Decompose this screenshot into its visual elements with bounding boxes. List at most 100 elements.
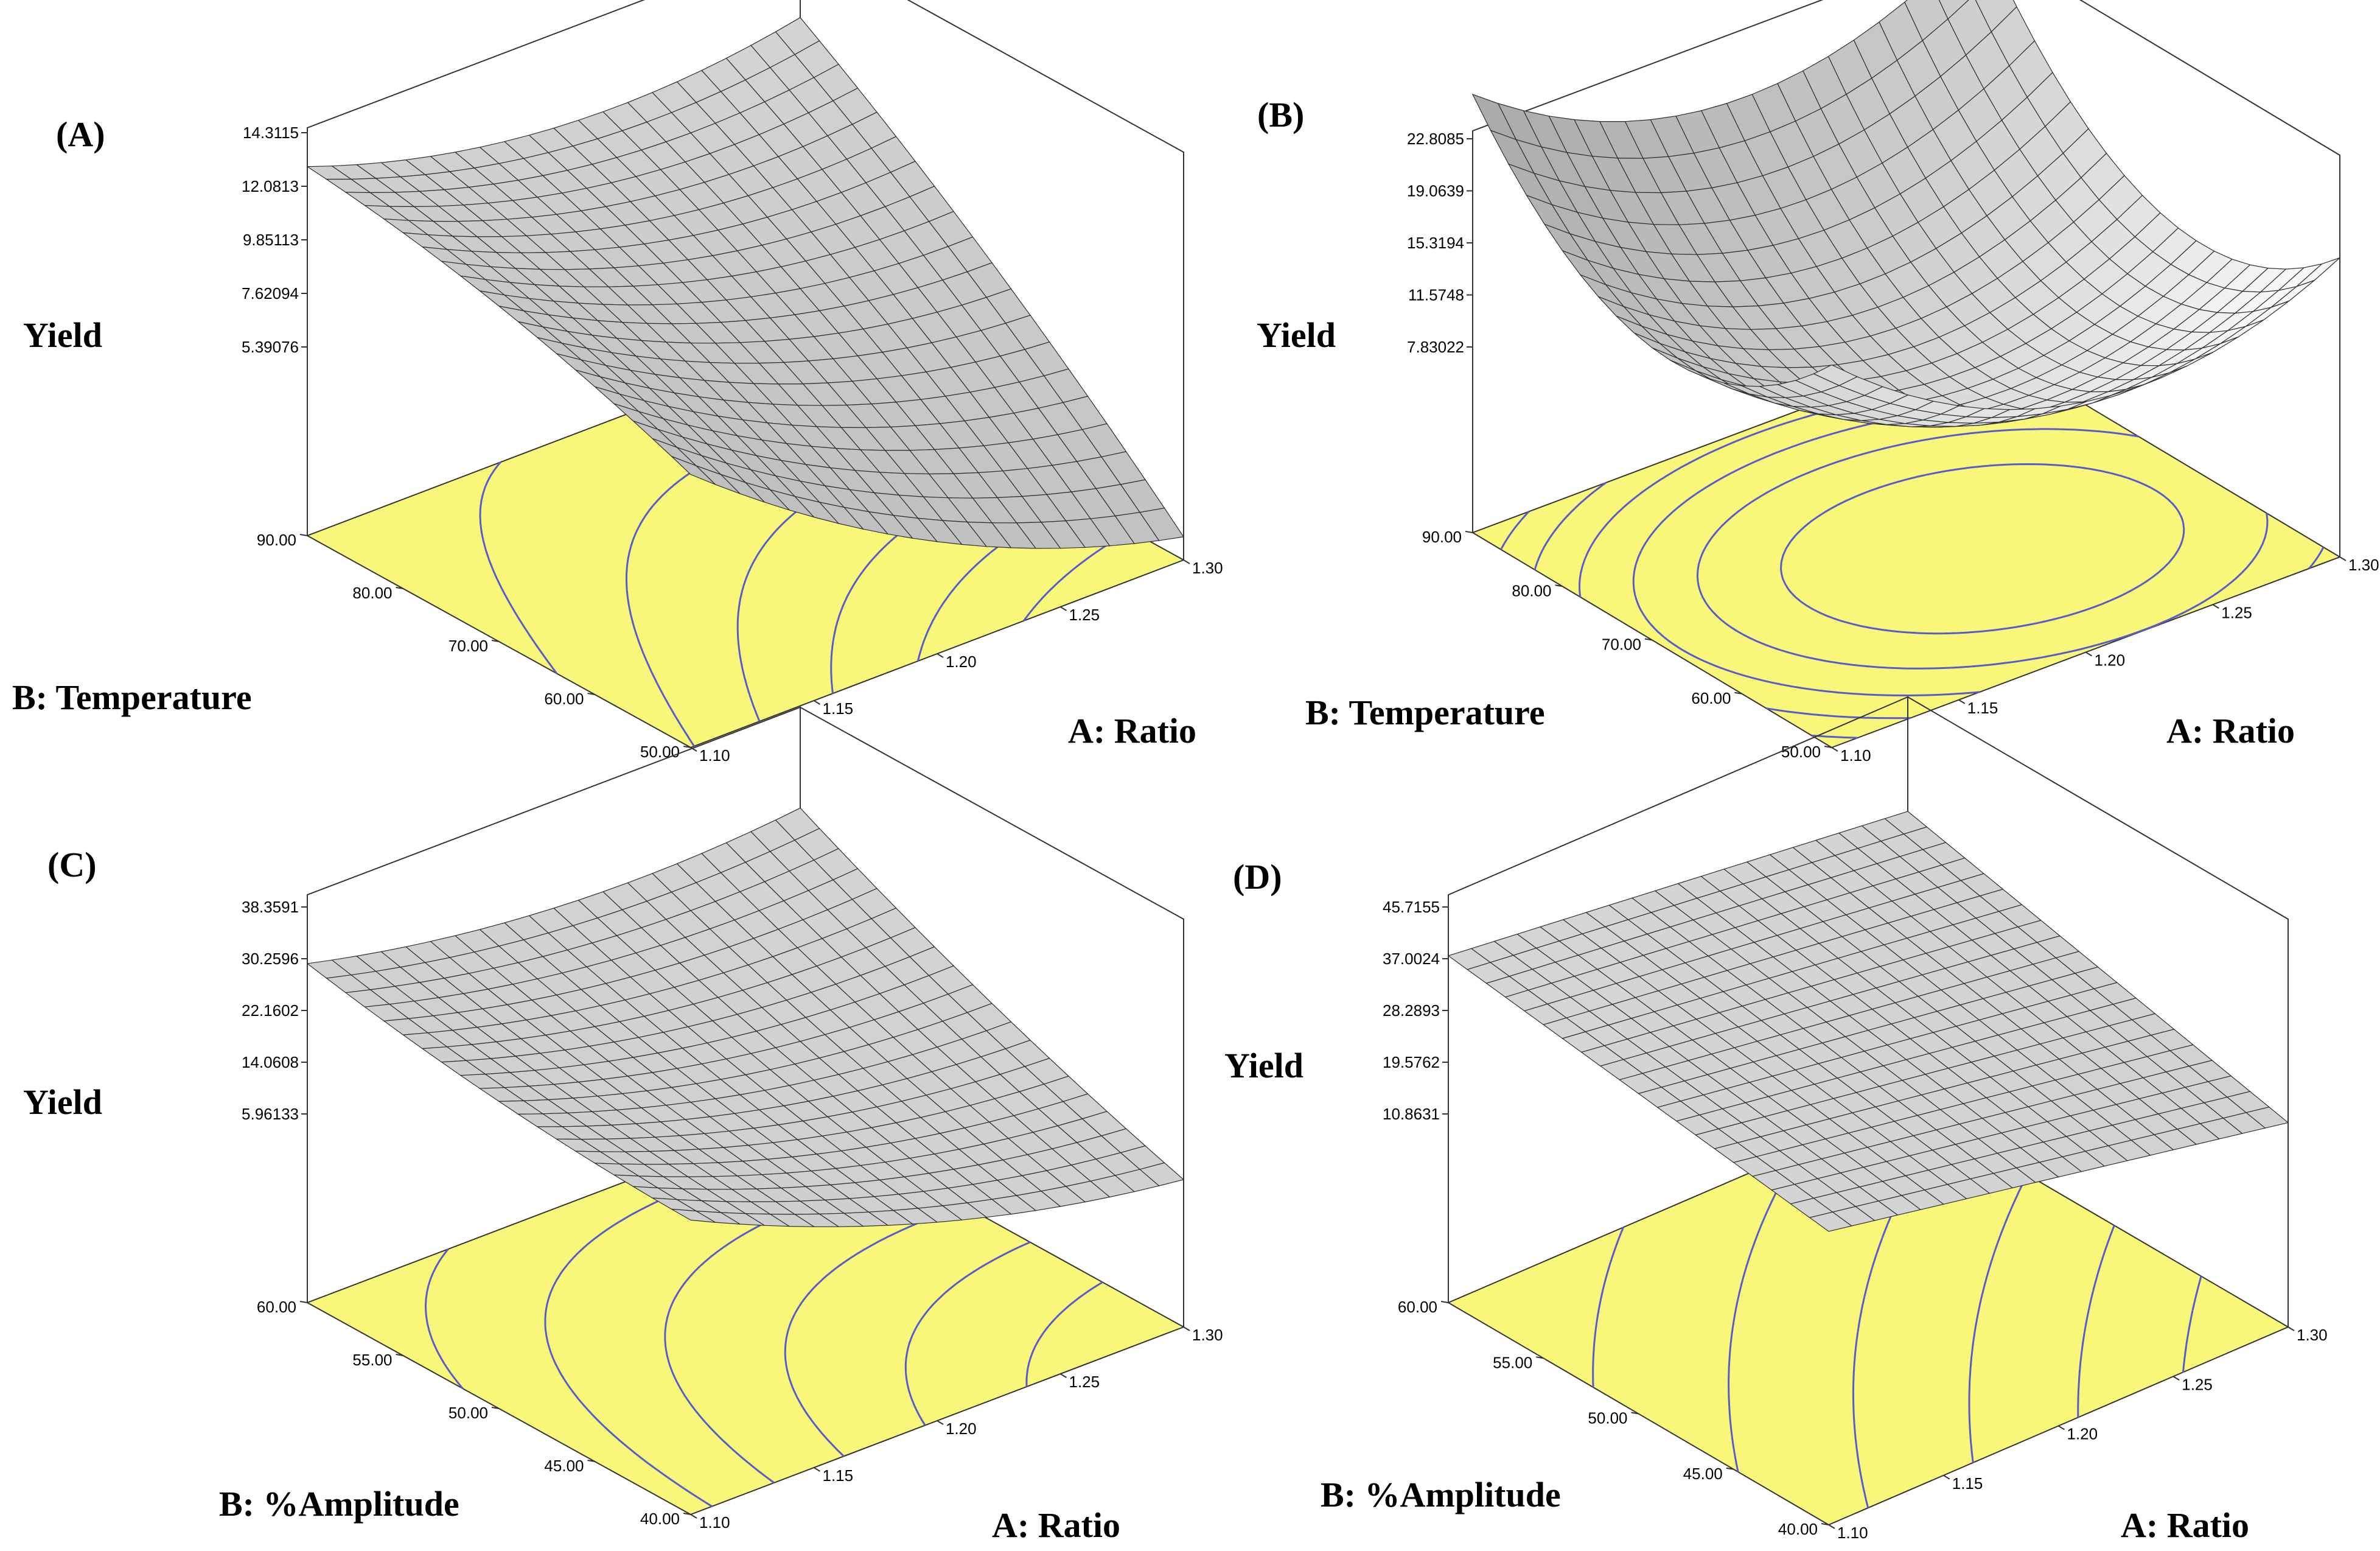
- z-tick-label: 30.2596: [242, 950, 299, 968]
- contour-line: [2182, 1276, 2202, 1373]
- x-tick-label: 1.30: [1192, 559, 1223, 577]
- contour-line: [904, 1241, 1031, 1426]
- y-axis-title: B: Temperature: [1305, 693, 1545, 732]
- x-tick-mark: [937, 1420, 944, 1425]
- y-tick-mark: [683, 746, 691, 748]
- y-tick-label: 70.00: [1602, 635, 1641, 654]
- panel-label: (D): [1233, 857, 1282, 897]
- y-axis-title: B: %Amplitude: [219, 1484, 459, 1524]
- contour-line: [425, 1248, 464, 1390]
- y-tick-mark: [1440, 1301, 1449, 1303]
- x-tick-mark: [2339, 556, 2347, 561]
- y-tick-label: 50.00: [640, 743, 680, 761]
- x-tick-label: 1.15: [823, 699, 854, 718]
- x-axis-title: A: Ratio: [2121, 1505, 2249, 1545]
- z-tick-label: 37.0024: [1383, 950, 1440, 968]
- z-tick-label: 22.8085: [1407, 130, 1464, 148]
- y-tick-label: 50.00: [448, 1404, 488, 1422]
- x-tick-label: 1.30: [1192, 1326, 1223, 1344]
- contour-line: [1780, 463, 2185, 635]
- x-tick-label: 1.10: [1837, 1524, 1868, 1542]
- x-axis-title: A: Ratio: [2166, 711, 2295, 751]
- y-tick-mark: [396, 587, 403, 589]
- y-tick-label: 60.00: [257, 1298, 296, 1316]
- y-tick-label: 90.00: [257, 531, 296, 549]
- y-tick-mark: [1465, 531, 1473, 533]
- x-tick-mark: [690, 1514, 697, 1519]
- panel-d: (D) Yield B: %Amplitude A: Ratio 10.8631…: [1224, 696, 2328, 1545]
- x-tick-label: 1.15: [1967, 699, 1998, 717]
- x-tick-mark: [813, 700, 821, 705]
- z-tick-label: 7.62094: [242, 284, 299, 303]
- z-axis-title: Yield: [1224, 1046, 1303, 1085]
- y-tick-mark: [1734, 691, 1742, 695]
- z-tick-label: 22.1602: [242, 1001, 299, 1020]
- x-tick-mark: [1183, 1326, 1190, 1331]
- y-tick-label: 45.00: [1683, 1465, 1723, 1483]
- response-surface: [306, 17, 1185, 549]
- x-tick-label: 1.25: [1069, 606, 1100, 624]
- z-axis-title: Yield: [1257, 315, 1336, 355]
- panel-b: (B) Yield B: Temperature A: Ratio 7.8302…: [1257, 0, 2379, 765]
- x-tick-label: 1.10: [699, 746, 730, 765]
- x-tick-label: 1.25: [2221, 603, 2252, 621]
- x-tick-mark: [937, 653, 944, 658]
- contour-line: [1968, 1174, 2028, 1463]
- y-tick-mark: [1644, 638, 1653, 641]
- x-tick-label: 1.30: [2297, 1326, 2328, 1344]
- y-tick-label: 80.00: [352, 584, 392, 602]
- response-surface: [1447, 811, 2289, 1232]
- y-tick-label: 90.00: [1422, 528, 1462, 546]
- surface-cell: [671, 1208, 716, 1223]
- z-tick-label: 5.96133: [242, 1105, 299, 1123]
- z-tick-label: 19.0639: [1407, 182, 1464, 200]
- z-tick-label: 11.5748: [1408, 286, 1464, 304]
- x-tick-label: 1.30: [2348, 556, 2379, 574]
- surface-cell: [1809, 1211, 1853, 1232]
- y-tick-mark: [396, 1354, 403, 1356]
- y-tick-label: 60.00: [1691, 689, 1731, 707]
- x-axis-title: A: Ratio: [1068, 711, 1196, 751]
- z-tick-label: 10.8631: [1383, 1105, 1440, 1123]
- y-tick-mark: [1726, 1467, 1734, 1470]
- y-tick-mark: [491, 640, 500, 642]
- y-tick-mark: [299, 1301, 308, 1303]
- contour-line: [1025, 1281, 1103, 1387]
- contour-line: [2077, 1225, 2115, 1418]
- z-tick-label: 5.39076: [242, 338, 299, 356]
- y-tick-label: 60.00: [1398, 1298, 1437, 1316]
- panel-c: (C) Yield B: %Amplitude A: Ratio 5.96133…: [23, 706, 1223, 1545]
- y-tick-mark: [587, 1460, 595, 1462]
- panel-label: (B): [1257, 95, 1304, 135]
- surface-cell: [1813, 364, 1858, 386]
- y-tick-mark: [299, 534, 308, 536]
- y-tick-mark: [683, 1513, 691, 1515]
- x-tick-label: 1.25: [2182, 1375, 2213, 1393]
- contour-line: [1592, 1227, 1624, 1388]
- z-axis-title: Yield: [23, 315, 102, 355]
- panel-label: (C): [47, 845, 97, 884]
- x-tick-mark: [1958, 699, 1966, 704]
- back-wall-right: [907, 0, 1184, 560]
- contour-line: [784, 1205, 965, 1457]
- y-tick-label: 40.00: [640, 1510, 680, 1528]
- y-tick-mark: [1536, 1356, 1544, 1359]
- x-tick-mark: [2212, 604, 2219, 609]
- z-tick-label: 19.5762: [1383, 1053, 1440, 1071]
- x-tick-label: 1.20: [946, 653, 977, 671]
- panel-a: (A) Yield B: Temperature A: Ratio 5.3907…: [12, 0, 1223, 765]
- y-tick-mark: [1631, 1412, 1639, 1415]
- y-axis-title: B: %Amplitude: [1321, 1475, 1561, 1514]
- x-axis-title: A: Ratio: [992, 1505, 1120, 1545]
- z-tick-label: 7.83022: [1407, 338, 1464, 356]
- y-tick-label: 40.00: [1778, 1520, 1818, 1538]
- z-tick-label: 14.3115: [243, 124, 299, 142]
- x-tick-label: 1.20: [946, 1420, 977, 1438]
- y-tick-mark: [1821, 1523, 1829, 1525]
- contour-line: [1696, 428, 2269, 670]
- surface-cell: [671, 456, 716, 485]
- y-tick-label: 50.00: [1781, 743, 1821, 761]
- x-tick-mark: [1059, 606, 1067, 611]
- x-tick-mark: [1183, 559, 1190, 564]
